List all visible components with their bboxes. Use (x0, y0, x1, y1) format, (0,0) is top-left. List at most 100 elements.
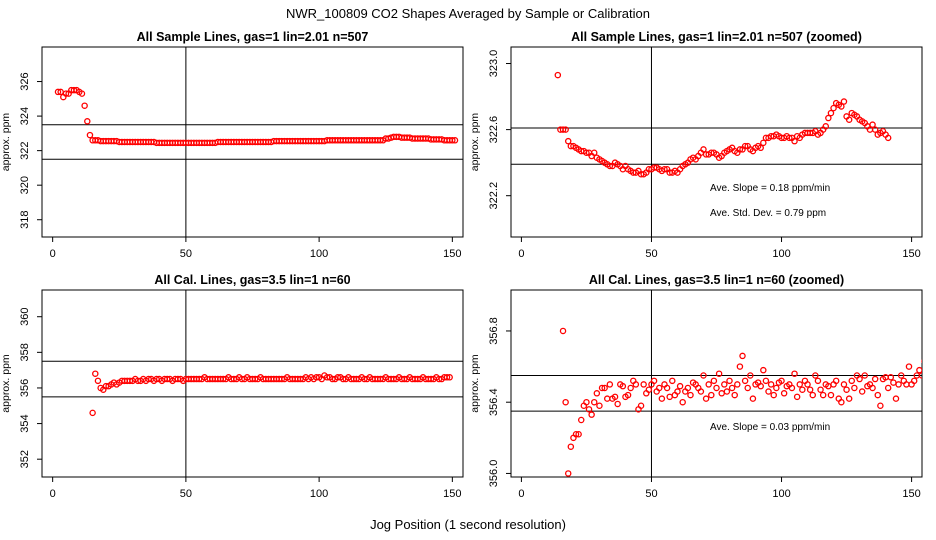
x-tick-label: 0 (50, 248, 56, 260)
data-point (791, 137, 798, 145)
stat-annotation: Ave. Slope = 0.18 ppm/min (710, 183, 830, 194)
data-point (741, 377, 749, 385)
data-point (806, 386, 814, 393)
data-point (713, 384, 720, 392)
y-tick-label: 318 (19, 211, 31, 229)
data-point (624, 391, 632, 399)
data-points (554, 71, 892, 178)
data-point (92, 370, 99, 377)
data-point (760, 366, 767, 374)
data-point (353, 375, 360, 383)
data-point (895, 381, 902, 388)
data-point (718, 390, 725, 397)
data-point (401, 375, 408, 383)
data-point (905, 363, 913, 370)
data-point (788, 384, 796, 392)
data-point (747, 372, 754, 379)
data-point (94, 377, 102, 385)
data-point (731, 391, 738, 399)
x-tick-label: 150 (443, 248, 461, 260)
y-tick-label: 360 (19, 308, 31, 326)
data-point (153, 375, 160, 383)
data-point (449, 137, 456, 144)
stat-annotation: Ave. Slope = 0.03 ppm/min (710, 422, 830, 433)
y-tick-label: 356 (19, 379, 31, 397)
x-tick-label: 0 (50, 488, 56, 500)
data-point (884, 384, 892, 392)
data-point (765, 388, 772, 395)
data-point (614, 400, 621, 408)
data-point (238, 375, 246, 383)
data-point (606, 381, 614, 388)
y-axis-label: approx. ppm (469, 113, 481, 172)
data-point (656, 384, 663, 392)
data-point (567, 443, 575, 450)
data-point (559, 126, 567, 133)
x-tick-label: 100 (310, 248, 328, 260)
y-tick-label: 358 (19, 343, 31, 361)
data-point (848, 377, 856, 385)
y-tick-label: 356.4 (488, 388, 500, 416)
data-point (736, 146, 744, 153)
data-point (887, 374, 895, 381)
x-tick-label: 100 (772, 488, 790, 500)
data-point (679, 398, 686, 406)
data-point (645, 386, 653, 393)
x-tick-label: 50 (645, 488, 657, 500)
panel-title: All Cal. Lines, gas=3.5 lin=1 n=60 (zoom… (589, 273, 844, 287)
data-point (856, 375, 863, 383)
data-point (809, 391, 816, 399)
data-point (84, 118, 91, 125)
data-point (650, 377, 658, 385)
data-point (669, 377, 676, 385)
data-point (603, 395, 611, 402)
data-point (744, 384, 751, 392)
y-tick-label: 322.6 (488, 116, 500, 144)
stat-annotation: Ave. Std. Dev. = 0.79 ppm (710, 208, 826, 219)
data-point (871, 375, 879, 383)
panel-title: All Cal. Lines, gas=3.5 lin=1 n=60 (154, 273, 350, 287)
data-point (230, 375, 238, 383)
y-tick-label: 324 (19, 107, 31, 125)
y-tick-label: 322 (19, 141, 31, 159)
data-point (890, 379, 897, 386)
data-point (377, 375, 384, 383)
data-point (361, 375, 368, 383)
data-point (884, 134, 892, 142)
data-point (786, 134, 793, 142)
data-point (435, 375, 443, 383)
data-point (583, 398, 590, 406)
data-point (334, 374, 342, 381)
x-tick-label: 150 (902, 248, 920, 260)
x-tick-label: 50 (180, 248, 192, 260)
data-point (845, 116, 853, 123)
data-point (583, 149, 590, 156)
data-point (601, 384, 608, 392)
data-point (799, 386, 806, 393)
data-point (606, 162, 614, 170)
y-tick-label: 356.0 (488, 460, 500, 488)
data-point (89, 409, 96, 417)
data-point (877, 402, 884, 410)
data-point (892, 395, 900, 402)
panel-title: All Sample Lines, gas=1 lin=2.01 n=507 (137, 30, 369, 44)
data-point (757, 382, 764, 390)
data-point (697, 388, 705, 395)
data-point (329, 375, 336, 383)
data-point (640, 381, 647, 388)
data-point (851, 384, 858, 392)
plot-frame (41, 289, 464, 478)
data-point (838, 398, 845, 406)
data-point (715, 370, 723, 377)
data-point (554, 71, 562, 79)
data-point (843, 386, 850, 393)
y-tick-label: 320 (19, 176, 31, 194)
data-point (840, 381, 848, 388)
data-points (54, 86, 459, 147)
y-tick-label: 326 (19, 72, 31, 90)
y-tick-label: 323.0 (488, 50, 500, 78)
data-point (427, 375, 435, 383)
data-point (86, 131, 94, 139)
data-point (446, 374, 453, 381)
